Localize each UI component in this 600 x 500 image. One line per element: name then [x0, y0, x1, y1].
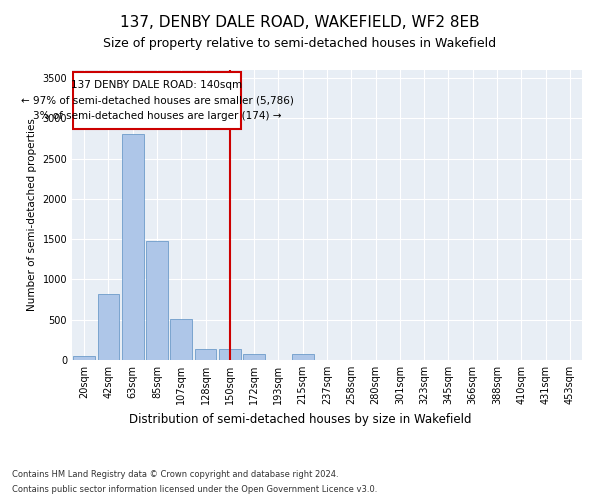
Text: Contains HM Land Registry data © Crown copyright and database right 2024.: Contains HM Land Registry data © Crown c… — [12, 470, 338, 479]
Text: 137, DENBY DALE ROAD, WAKEFIELD, WF2 8EB: 137, DENBY DALE ROAD, WAKEFIELD, WF2 8EB — [120, 15, 480, 30]
Bar — [73, 356, 95, 360]
Bar — [97, 294, 119, 360]
FancyBboxPatch shape — [73, 72, 241, 129]
Y-axis label: Number of semi-detached properties: Number of semi-detached properties — [27, 118, 37, 312]
Bar — [292, 354, 314, 360]
Text: Size of property relative to semi-detached houses in Wakefield: Size of property relative to semi-detach… — [103, 38, 497, 51]
Bar — [170, 319, 192, 360]
Text: 3% of semi-detached houses are larger (174) →: 3% of semi-detached houses are larger (1… — [33, 112, 281, 122]
Bar — [122, 134, 143, 360]
Bar — [243, 354, 265, 360]
Bar — [146, 241, 168, 360]
Text: Distribution of semi-detached houses by size in Wakefield: Distribution of semi-detached houses by … — [129, 412, 471, 426]
Bar — [194, 348, 217, 360]
Bar — [219, 348, 241, 360]
Text: ← 97% of semi-detached houses are smaller (5,786): ← 97% of semi-detached houses are smalle… — [20, 96, 293, 106]
Text: Contains public sector information licensed under the Open Government Licence v3: Contains public sector information licen… — [12, 485, 377, 494]
Text: 137 DENBY DALE ROAD: 140sqm: 137 DENBY DALE ROAD: 140sqm — [71, 80, 242, 90]
